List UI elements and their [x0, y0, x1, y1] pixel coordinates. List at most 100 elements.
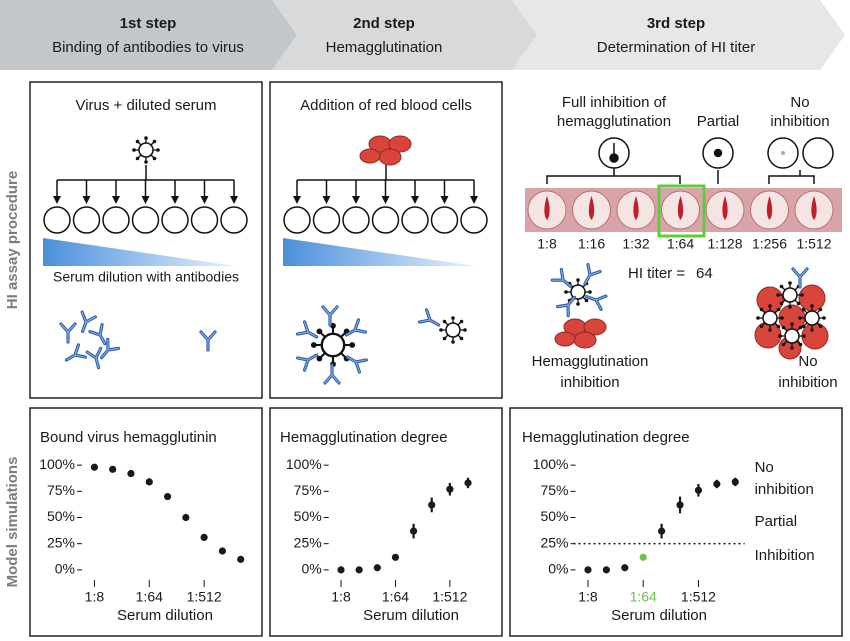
step-banner [0, 0, 297, 70]
x-tick-label: 1:512 [432, 589, 467, 605]
well-label: Full inhibition of [562, 94, 667, 111]
titer-label: HI titer = [628, 265, 685, 282]
x-tick-label: 1:8 [578, 589, 598, 605]
well-label: inhibition [770, 113, 829, 130]
point [145, 478, 153, 486]
titer-value: 64 [696, 265, 713, 282]
y-tick-label: 25% [294, 534, 322, 550]
step-title: 3rd step [647, 15, 705, 32]
titer-highlight [657, 184, 706, 238]
well [750, 190, 789, 230]
tube [430, 206, 459, 234]
well [527, 190, 567, 230]
antibody-virus-complex [295, 305, 468, 385]
antibodies [59, 310, 217, 372]
well [661, 190, 700, 230]
well-label: Partial [697, 113, 740, 130]
y-tick-label: 75% [47, 482, 75, 498]
x-tick-label: 1:64 [630, 589, 657, 605]
point [639, 553, 647, 561]
panel [29, 407, 263, 637]
tube [342, 206, 370, 234]
row-label: Model simulations [4, 457, 21, 588]
icon-label: Hemagglutination [532, 353, 649, 370]
row-label: HI assay procedure [4, 171, 21, 309]
arrow-head [411, 196, 419, 204]
dilution-label: 1:128 [707, 236, 742, 252]
tube [283, 206, 311, 234]
arrow-head [112, 196, 120, 204]
tube [220, 206, 248, 234]
x-tick-label: 1:64 [382, 589, 409, 605]
point [109, 465, 117, 473]
arrow-head [470, 196, 478, 204]
tube [161, 206, 189, 234]
virus-icon [131, 135, 161, 165]
step-title: 1st step [120, 15, 177, 32]
dilution-label: 1:256 [752, 236, 787, 252]
icon-label: inhibition [778, 374, 837, 391]
point [428, 501, 436, 509]
point [409, 527, 418, 535]
tube [72, 206, 101, 234]
arrow-head [171, 196, 179, 204]
x-axis-label: Serum dilution [117, 607, 213, 624]
zone-label: inhibition [755, 481, 814, 498]
panel [269, 407, 503, 637]
well [705, 190, 745, 230]
point [90, 463, 99, 471]
panel [509, 407, 843, 637]
well-schematics [546, 137, 834, 184]
x-tick-label: 1:512 [681, 589, 716, 605]
x-tick-label: 1:8 [85, 589, 105, 605]
arrow-head [141, 196, 150, 204]
point [658, 527, 666, 535]
tube [460, 206, 488, 234]
icon-label: inhibition [560, 374, 619, 391]
dilution-label: 1:32 [622, 236, 649, 252]
y-tick-label: 0% [301, 561, 321, 577]
panel-title: Virus + diluted serum [75, 97, 216, 114]
panel-title: Addition of red blood cells [300, 97, 472, 114]
y-tick-label: 50% [47, 508, 75, 524]
tube [43, 206, 71, 234]
point [713, 480, 721, 488]
point [218, 547, 227, 555]
x-tick-label: 1:8 [331, 589, 351, 605]
arrow-head [352, 196, 360, 204]
dilution-label: 1:512 [796, 236, 831, 252]
arrow-head [230, 196, 238, 204]
y-tick-label: 100% [39, 456, 75, 472]
y-tick-label: 25% [47, 534, 75, 550]
y-tick-label: 0% [548, 561, 568, 577]
dilution-gradient [43, 238, 235, 266]
dilution-label: 1:64 [667, 236, 694, 252]
point [355, 566, 363, 574]
tube [102, 206, 130, 234]
y-tick-label: 100% [533, 456, 569, 472]
arrow-head [322, 196, 331, 204]
arrow-head [82, 196, 91, 204]
chart-title: Bound virus hemagglutinin [40, 429, 217, 446]
point [621, 564, 629, 572]
inhibition-icon [550, 262, 608, 349]
y-tick-label: 75% [540, 482, 568, 498]
point [200, 533, 208, 541]
icon-label: No [798, 353, 817, 370]
tube [190, 206, 219, 234]
chart-title: Hemagglutination degree [522, 429, 690, 446]
step-subtitle: Determination of HI titer [597, 39, 755, 56]
step-title: 2nd step [353, 15, 415, 32]
x-axis-label: Serum dilution [611, 607, 707, 624]
dilution-gradient [283, 238, 475, 266]
arrow-head [381, 196, 390, 204]
step-banner [272, 0, 537, 70]
dilution-label: 1:16 [578, 236, 605, 252]
step-subtitle: Binding of antibodies to virus [52, 39, 244, 56]
well-label: No [790, 94, 809, 111]
well [794, 190, 834, 230]
point [337, 566, 345, 574]
well [572, 190, 611, 230]
